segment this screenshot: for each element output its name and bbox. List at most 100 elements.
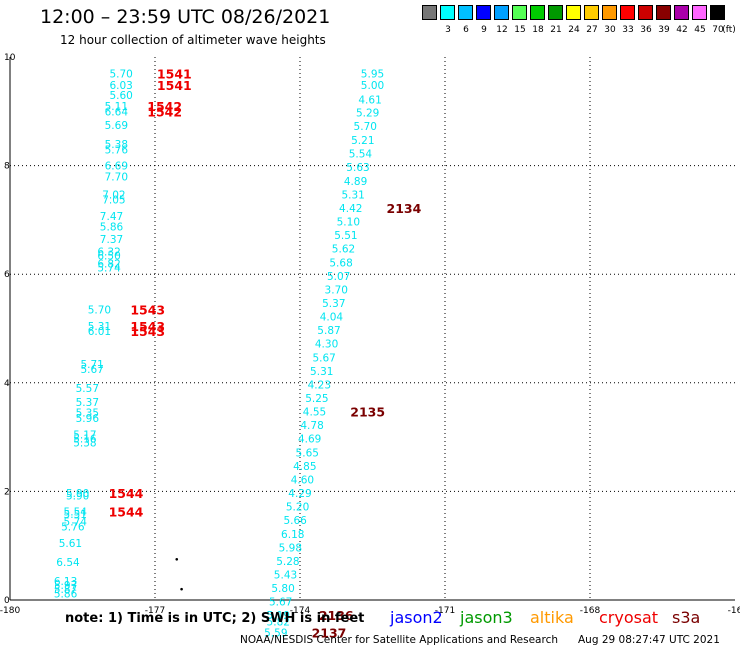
color-swatch bbox=[548, 5, 563, 20]
swh-value-label: 5.97 bbox=[54, 580, 77, 592]
swh-value-label: 4.42 bbox=[339, 203, 362, 215]
swh-value-label: 5.31 bbox=[310, 366, 333, 378]
swh-value-label: 5.86 bbox=[100, 221, 124, 233]
swh-value-label: 5.68 bbox=[329, 257, 352, 269]
swh-value-label: 5.80 bbox=[271, 583, 294, 595]
pass-time-label: 1544 bbox=[109, 504, 144, 519]
swh-value-label: 5.69 bbox=[105, 120, 128, 132]
color-swatch bbox=[476, 5, 491, 20]
swh-value-label: 4.29 bbox=[288, 488, 311, 500]
swh-value-label: 4.55 bbox=[303, 407, 326, 419]
swh-value-label: 6.54 bbox=[56, 557, 80, 569]
satellite-legend-cryosat: cryosat bbox=[599, 608, 659, 627]
swh-value-label: 5.63 bbox=[346, 162, 369, 174]
color-swatch bbox=[710, 5, 725, 20]
x-tick-label: -180 bbox=[0, 606, 20, 616]
swh-value-label: 5.28 bbox=[276, 556, 299, 568]
satellite-legend-s3a: s3a bbox=[672, 608, 701, 627]
generated-timestamp: Aug 29 08:27:47 UTC 2021 bbox=[578, 634, 720, 646]
pass-time-label: 2134 bbox=[387, 201, 422, 216]
color-swatch bbox=[494, 5, 509, 20]
swh-value-label: 5.87 bbox=[54, 584, 77, 596]
swh-value-label: 7.47 bbox=[100, 211, 123, 223]
swh-value-label: 5.67 bbox=[269, 597, 292, 609]
swh-value-label: 5.67 bbox=[80, 364, 103, 376]
page-title: 12:00 – 23:59 UTC 08/26/2021 bbox=[40, 6, 331, 28]
color-scale-label: 21 bbox=[550, 25, 562, 35]
swh-value-label: 5.70 bbox=[88, 304, 111, 316]
swh-value-label: 5.96 bbox=[76, 413, 100, 425]
swh-value-label: 5.82 bbox=[267, 617, 290, 629]
swh-value-label: 5.76 bbox=[61, 522, 85, 534]
pass-time-label: 1541 bbox=[157, 78, 192, 93]
swh-value-label: 6.69 bbox=[105, 161, 128, 173]
color-scale-label: 45 bbox=[694, 25, 706, 35]
swh-value-label: 4.78 bbox=[300, 420, 323, 432]
swh-value-label: 5.61 bbox=[59, 538, 82, 550]
color-scale-label: 30 bbox=[604, 25, 616, 35]
x-tick-label: -177 bbox=[145, 606, 165, 616]
color-scale-label: 9 bbox=[481, 25, 487, 35]
swh-value-label: 5.21 bbox=[351, 135, 374, 147]
credit-line: NOAA/NESDIS Center for Satellite Applica… bbox=[240, 634, 558, 646]
pass-time-label: 1543 bbox=[130, 302, 165, 317]
y-tick-label: 8 bbox=[4, 162, 10, 172]
color-swatch bbox=[584, 5, 599, 20]
swh-value-label: 5.37 bbox=[76, 397, 99, 409]
pass-time-label: 1542 bbox=[147, 104, 182, 119]
pass-time-label: 2135 bbox=[350, 405, 385, 420]
swh-value-label: 5.07 bbox=[327, 271, 350, 283]
color-scale-label: 33 bbox=[622, 25, 634, 35]
swh-value-label: 5.59 bbox=[264, 628, 287, 640]
swh-value-label: 3.70 bbox=[325, 284, 348, 296]
x-tick-label: -168 bbox=[580, 606, 601, 616]
swh-value-label: 5.71 bbox=[80, 359, 103, 371]
swh-value-label: 5.17 bbox=[73, 429, 96, 441]
y-tick-label: 10 bbox=[4, 53, 16, 63]
color-scale-label: 15 bbox=[514, 25, 526, 35]
swh-value-label: 7.02 bbox=[102, 189, 125, 201]
swh-value-label: 5.51 bbox=[64, 509, 87, 521]
footnote: note: 1) Time is in UTC; 2) SWH is in fe… bbox=[65, 611, 365, 626]
swh-value-label: 5.31 bbox=[341, 189, 364, 201]
swh-value-label: 6.32 bbox=[97, 246, 120, 258]
swh-value-label: 5.57 bbox=[76, 383, 99, 395]
swh-value-label: 5.74 bbox=[97, 263, 121, 275]
x-tick-label: -171 bbox=[435, 606, 455, 616]
swh-value-label: 5.60 bbox=[109, 90, 132, 102]
y-tick-label: 4 bbox=[4, 379, 10, 389]
swh-value-label: 6.13 bbox=[54, 576, 77, 588]
swh-value-label: 6.64 bbox=[105, 106, 129, 118]
swh-value-label: 4.04 bbox=[320, 312, 344, 324]
point-marker bbox=[180, 587, 183, 591]
y-tick-label: 2 bbox=[4, 487, 10, 497]
swh-value-label: 4.89 bbox=[344, 176, 367, 188]
swh-value-label: 4.60 bbox=[291, 474, 314, 486]
swh-value-label: 5.54 bbox=[349, 149, 373, 161]
pass-time-label: 1543 bbox=[130, 324, 165, 339]
swh-value-label: 7.05 bbox=[102, 194, 125, 206]
swh-value-label: 5.98 bbox=[279, 542, 302, 554]
swh-value-label: 5.76 bbox=[105, 144, 129, 156]
swh-value-label: 5.87 bbox=[317, 325, 340, 337]
pass-time-label: 1544 bbox=[109, 486, 144, 501]
x-tick-label: -174 bbox=[290, 606, 311, 616]
color-scale-label: 3 bbox=[445, 25, 451, 35]
swh-value-label: 5.70 bbox=[109, 68, 132, 80]
y-tick-label: 0 bbox=[4, 596, 10, 606]
pass-time-label: 1542 bbox=[147, 99, 182, 114]
swh-value-label: 5.37 bbox=[322, 298, 345, 310]
swh-value-label: 5.54 bbox=[64, 506, 88, 518]
color-swatch bbox=[602, 5, 617, 20]
swh-value-label: 7.37 bbox=[100, 234, 123, 246]
color-scale-label: 27 bbox=[586, 25, 598, 35]
pass-time-label: 1541 bbox=[157, 66, 192, 81]
swh-value-label: 5.38 bbox=[73, 438, 96, 450]
color-scale-label: 24 bbox=[568, 25, 580, 35]
color-swatch bbox=[458, 5, 473, 20]
swh-value-label: 5.29 bbox=[356, 107, 379, 119]
color-swatch bbox=[530, 5, 545, 20]
swh-value-label: 4.30 bbox=[315, 339, 338, 351]
swh-value-label: 4.69 bbox=[298, 434, 321, 446]
